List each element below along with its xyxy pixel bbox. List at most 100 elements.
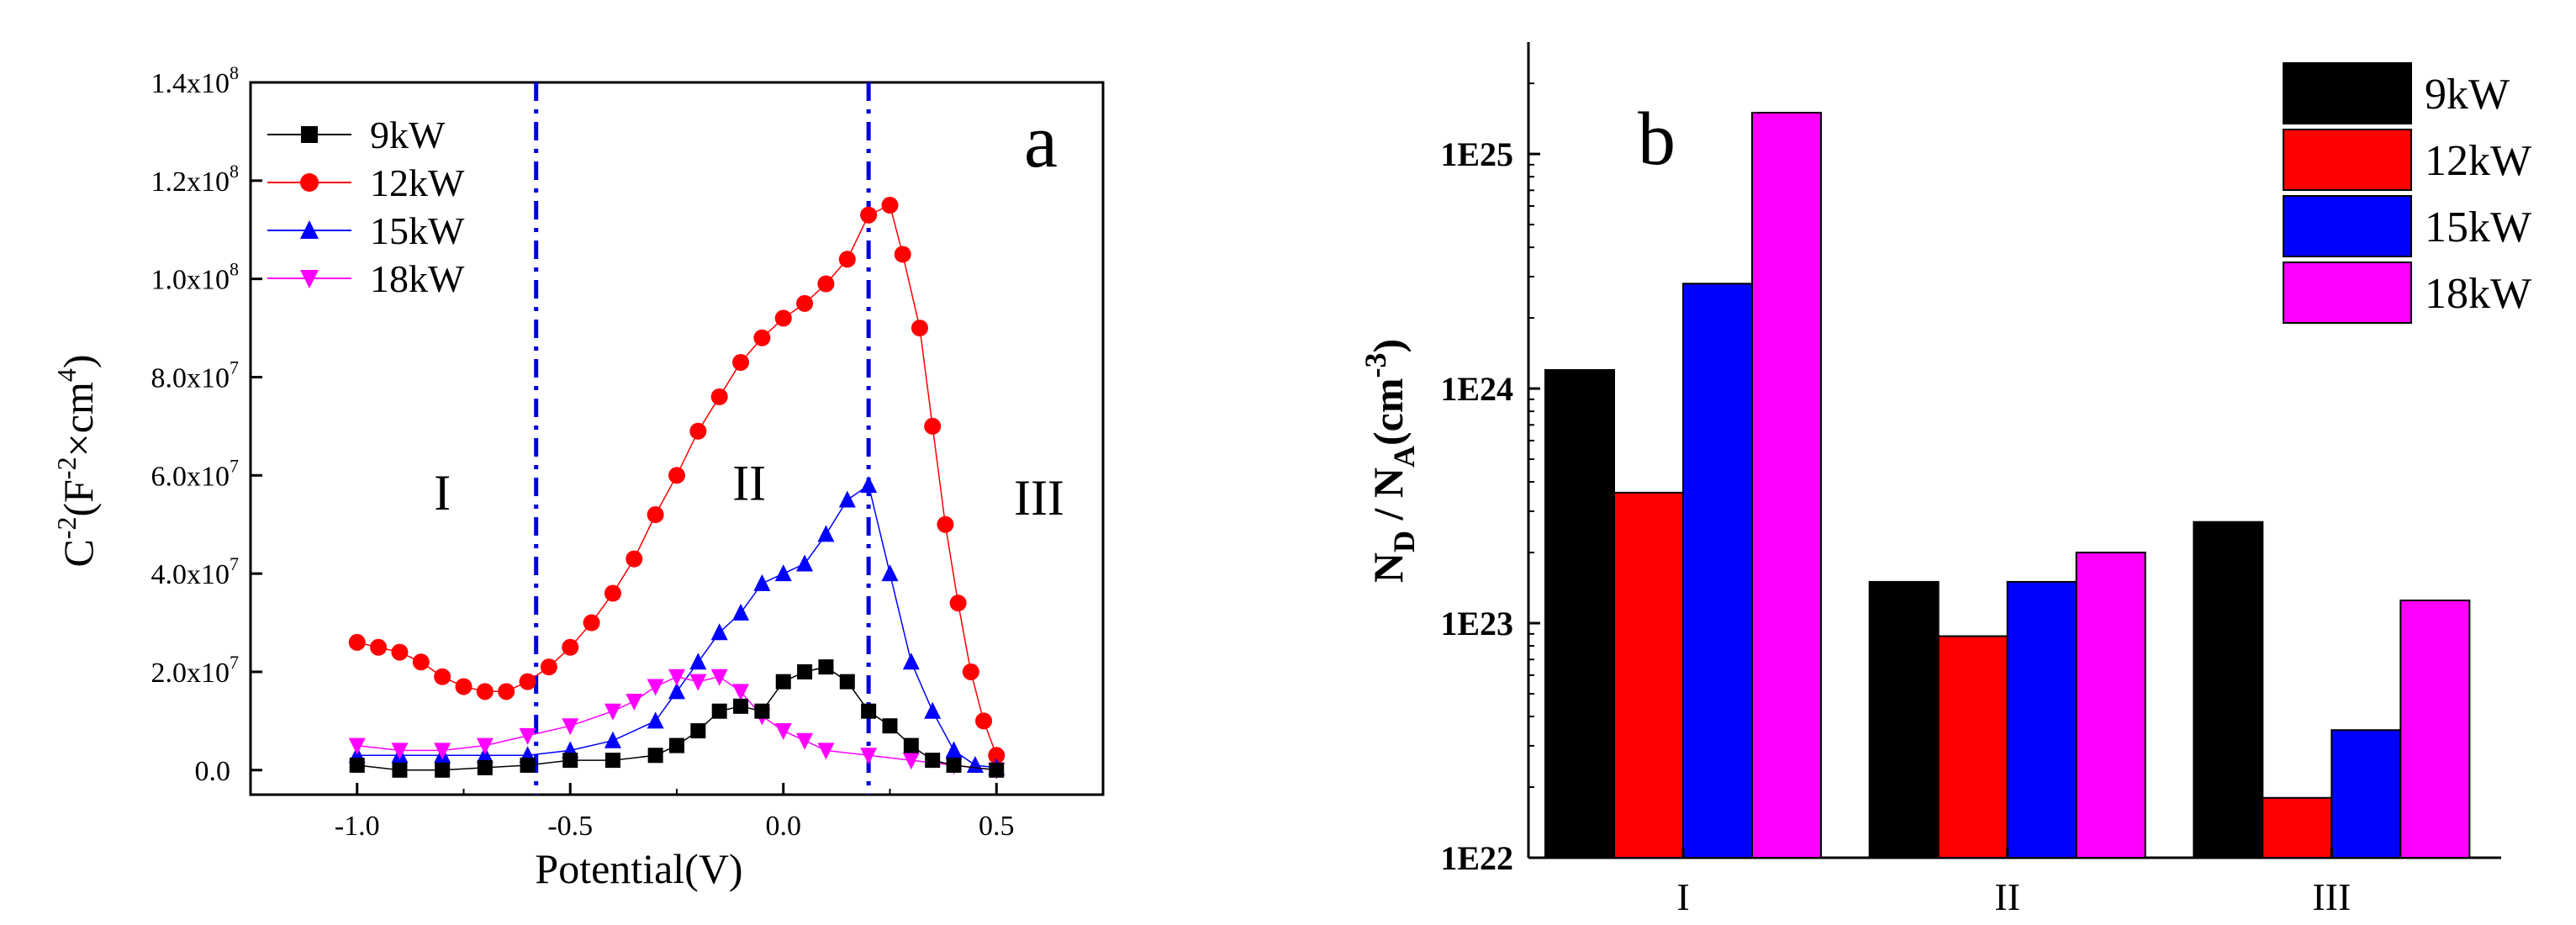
data-point: [689, 653, 707, 670]
legend-item-9kW: 9kW: [267, 114, 446, 156]
panel-a-y-axis-label: C-2(F-2×cm4): [51, 354, 102, 567]
data-point: [647, 679, 664, 696]
legend-item-12kW: 12kW: [2283, 129, 2531, 191]
data-point: [989, 762, 1005, 778]
data-point: [881, 564, 899, 582]
data-point: [902, 753, 920, 770]
legend-label: 15kW: [2425, 204, 2531, 251]
data-point: [860, 748, 878, 765]
data-point: [861, 703, 877, 719]
data-point: [774, 309, 792, 327]
data-point: [796, 732, 814, 750]
data-point: [519, 727, 536, 745]
y-tick-label: 0.0: [195, 756, 231, 787]
data-point: [732, 353, 750, 371]
data-point: [370, 638, 388, 656]
x-tick-label: 0.5: [979, 811, 1015, 842]
x-tick-label: 0.0: [766, 811, 802, 842]
data-point: [962, 663, 979, 680]
data-point: [604, 584, 621, 602]
legend-label: 18kW: [370, 257, 465, 300]
data-point: [520, 757, 536, 773]
data-point: [647, 506, 664, 524]
bar-15kW-I: [1682, 283, 1753, 859]
bar-18kW-III: [2399, 599, 2471, 859]
data-point: [839, 674, 855, 690]
legend-swatch: [2283, 62, 2412, 124]
panel-a-legend: 9kW 12kW 15kW 18kW: [267, 114, 465, 300]
data-point: [817, 525, 835, 542]
series-12kW: [348, 197, 1006, 764]
bar-12kW-II: [1937, 635, 2009, 859]
bar-9kW-I: [1544, 368, 1615, 859]
legend-label: 9kW: [370, 114, 446, 156]
x-tick-label: III: [2312, 875, 2351, 918]
data-point: [476, 683, 494, 700]
data-point: [796, 294, 814, 312]
data-point: [903, 737, 919, 753]
data-point: [797, 663, 813, 679]
data-point: [391, 743, 409, 760]
bar-15kW-II: [2006, 580, 2077, 859]
legend-item-18kW: 18kW: [2283, 262, 2531, 324]
data-point: [966, 755, 984, 773]
legend-item-15kW: 15kW: [267, 209, 465, 252]
data-point: [975, 712, 993, 730]
data-point: [796, 554, 814, 572]
data-point: [562, 718, 579, 736]
panel-b-legend: 9kW 12kW 15kW 18kW: [2283, 62, 2531, 324]
y-tick-label: 1E25: [1440, 135, 1513, 173]
legend-label: 12kW: [2425, 137, 2531, 185]
legend-label: 12kW: [370, 161, 465, 204]
panel-b-bars: [1544, 111, 2471, 859]
y-tick-label: 1.2x108: [151, 161, 240, 198]
data-point: [412, 653, 430, 671]
data-point: [732, 603, 750, 621]
panel-a-series: [348, 197, 1006, 780]
data-point: [689, 674, 707, 691]
y-tick-label: 1.4x108: [151, 62, 240, 99]
series-line: [356, 204, 998, 756]
data-point: [710, 388, 728, 405]
data-point: [902, 653, 920, 670]
data-point: [754, 703, 770, 719]
data-point: [711, 703, 727, 719]
legend-label: 9kW: [2425, 71, 2510, 119]
x-tick-label: I: [1676, 875, 1689, 918]
data-point: [519, 673, 536, 690]
data-point: [540, 658, 557, 676]
data-point: [668, 669, 685, 686]
legend-swatch: [2283, 195, 2412, 257]
bar-9kW-III: [2193, 521, 2264, 859]
y-tick-label: 1E24: [1440, 370, 1513, 408]
data-point: [477, 759, 493, 775]
x-tick-label: -0.5: [547, 811, 593, 842]
data-point: [301, 126, 318, 143]
panel-b-y-axis-label: ND / NA(cm-3): [1359, 339, 1421, 583]
series-15kW: [348, 475, 1006, 775]
data-point: [733, 698, 749, 714]
x-tick-label: -1.0: [335, 811, 380, 842]
legend-swatch: [2283, 262, 2412, 324]
data-point: [860, 206, 878, 224]
data-point: [949, 595, 967, 612]
data-point: [647, 748, 663, 764]
region-label: I: [434, 465, 451, 521]
data-point: [818, 659, 834, 675]
panel-a-label: a: [1024, 100, 1058, 183]
data-point: [817, 743, 835, 760]
bar-15kW-III: [2331, 729, 2402, 859]
data-point: [435, 762, 451, 778]
y-tick-label: 8.0x107: [151, 357, 240, 394]
data-point: [668, 467, 685, 484]
panel-a-region-dividers: [534, 82, 871, 795]
panel-a-x-axis-label: Potential(V): [535, 845, 742, 892]
data-point: [710, 623, 728, 641]
data-point: [300, 270, 319, 288]
data-point: [937, 515, 954, 533]
data-point: [476, 737, 494, 755]
data-point: [775, 674, 791, 690]
data-point: [349, 757, 365, 773]
data-point: [689, 422, 707, 440]
